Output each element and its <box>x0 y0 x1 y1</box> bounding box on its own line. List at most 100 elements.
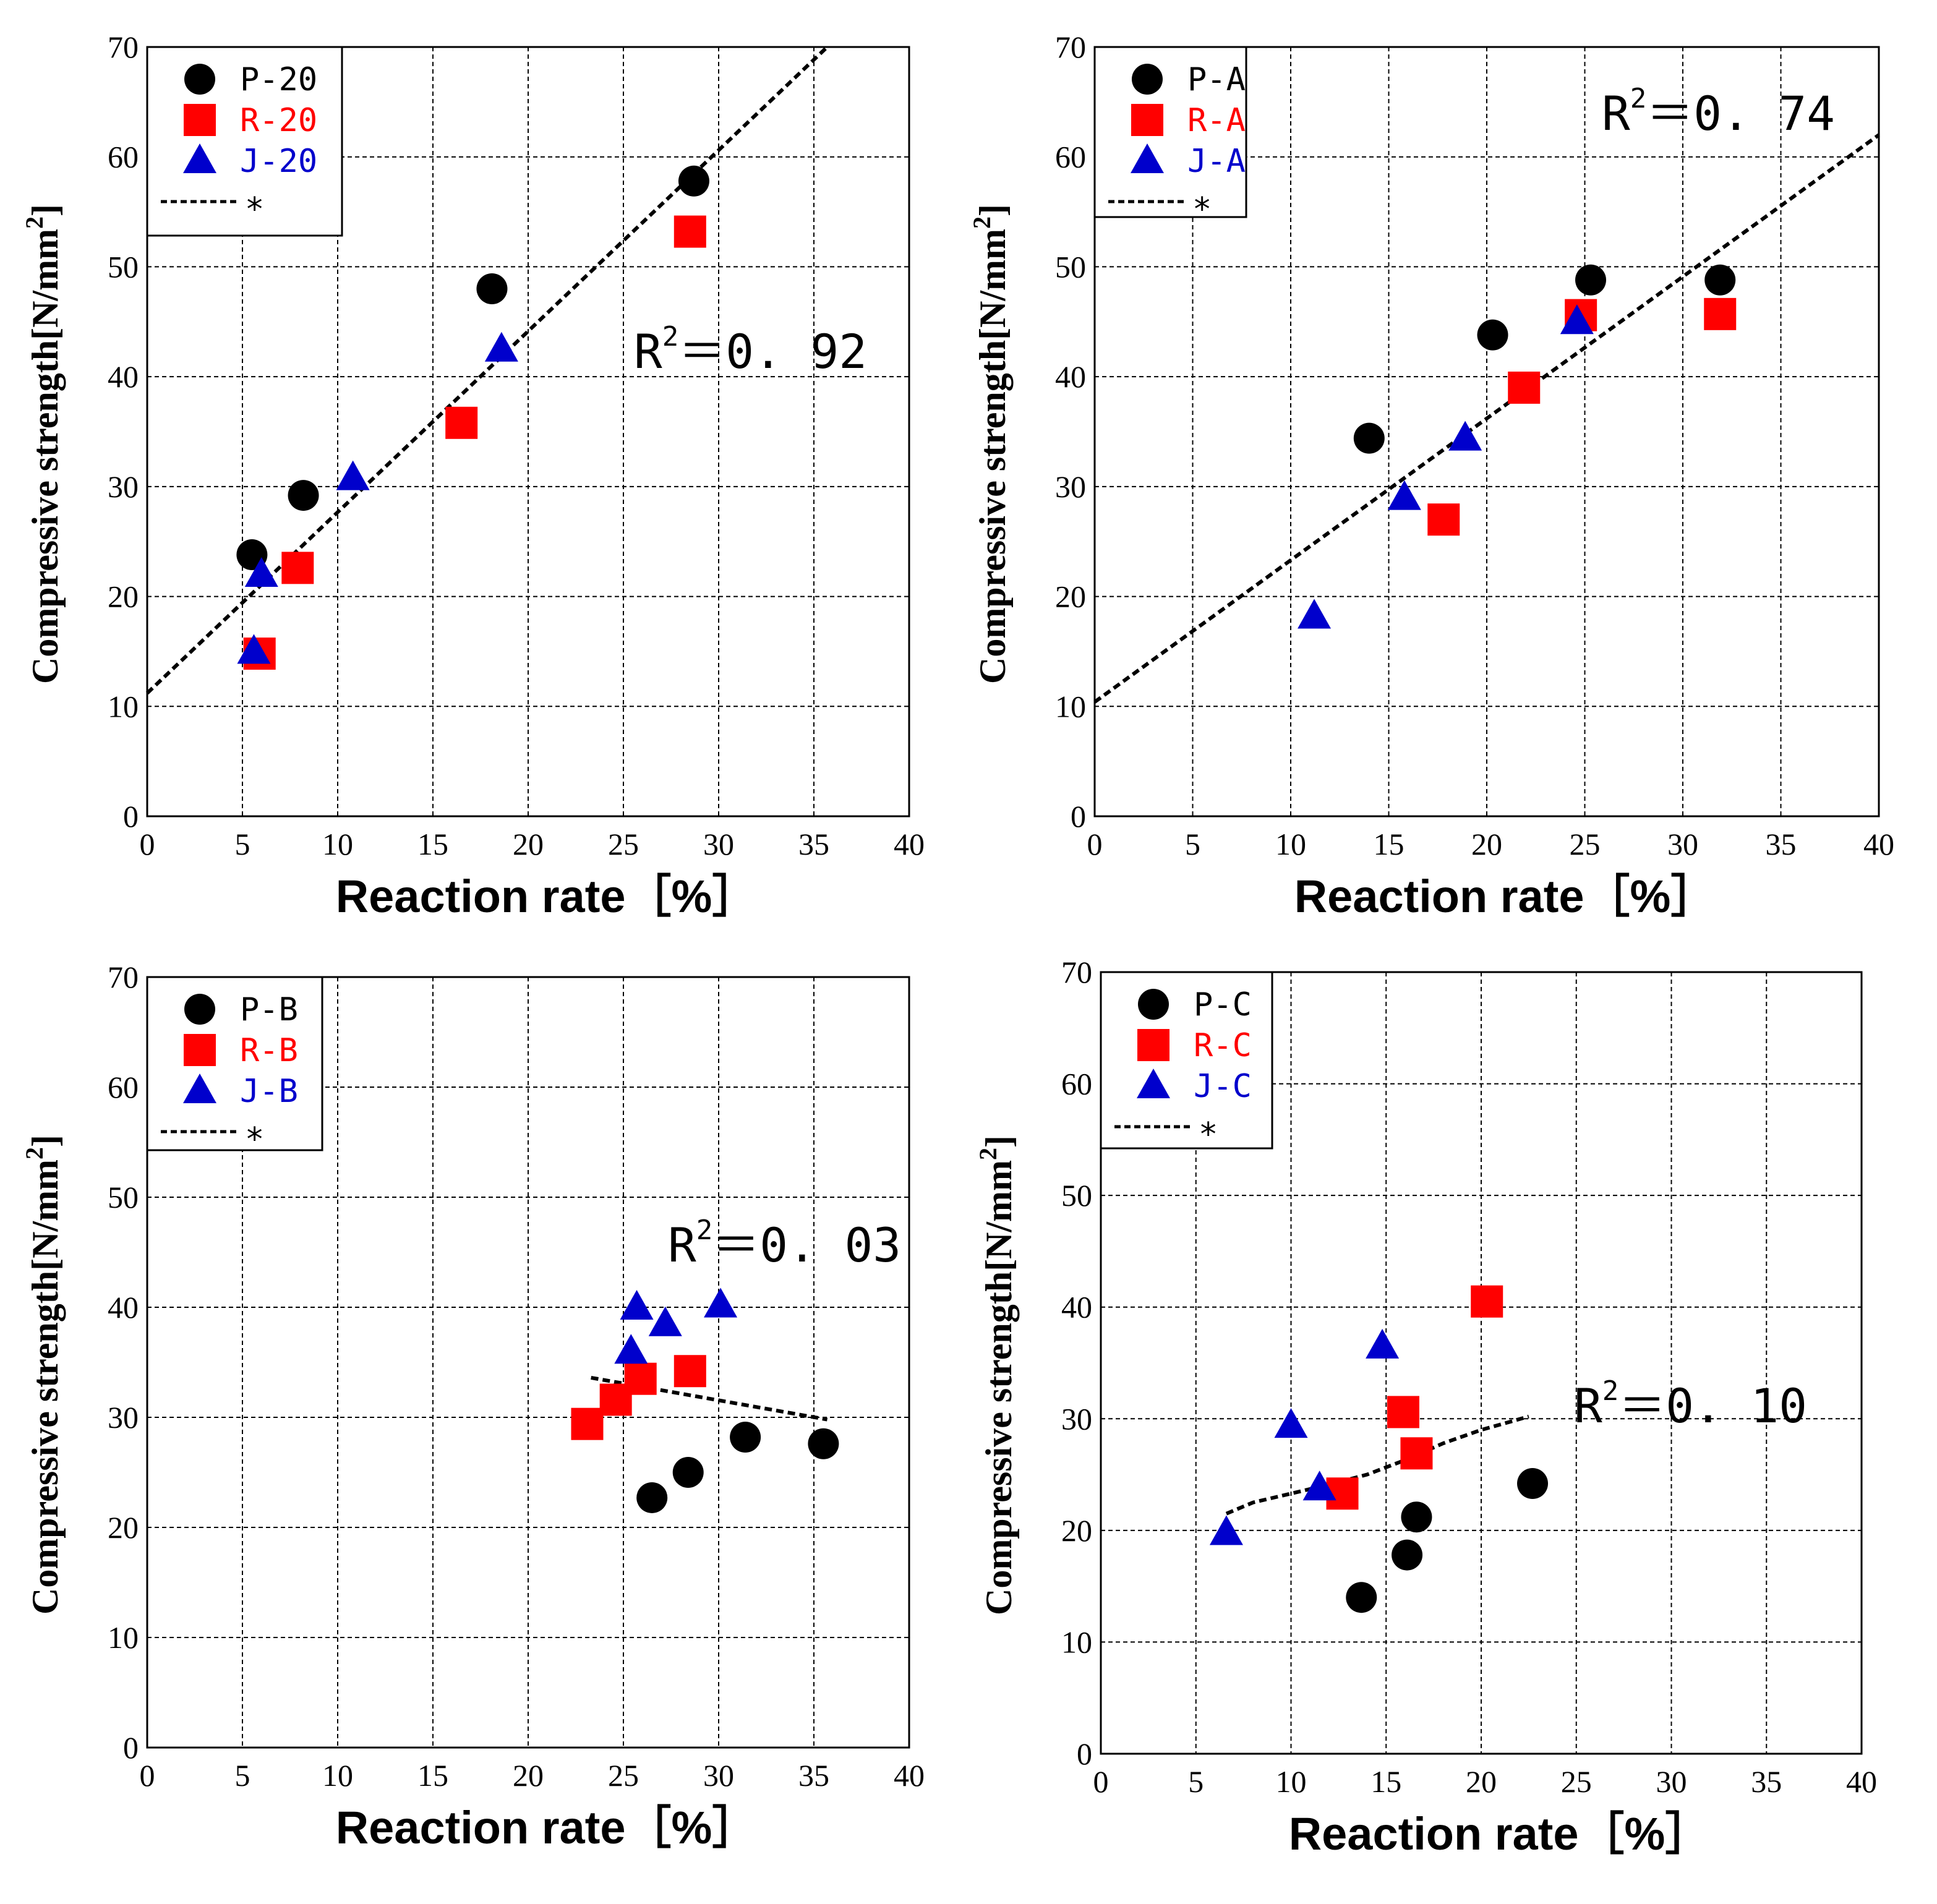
legend-marker-p-b <box>184 994 215 1025</box>
data-point-p-c <box>1346 1582 1377 1613</box>
data-point-p-b <box>672 1457 704 1488</box>
y-axis-title-sup: 2 <box>20 216 48 229</box>
y-axis-title: Compressive strength[N/mm2] <box>20 204 66 684</box>
y-tick-label: 70 <box>1055 30 1086 64</box>
r2-sup: 2 <box>662 321 679 352</box>
y-tick-label: 30 <box>1061 1401 1092 1436</box>
legend-marker-p-a <box>1132 64 1163 95</box>
legend-label-fit: * <box>245 1121 264 1158</box>
r2-sup: 2 <box>696 1215 713 1246</box>
legend-label-r-c: R-C <box>1194 1027 1252 1064</box>
r2-annotation: R2＝0. 10 <box>1574 1375 1807 1433</box>
chart-panel-2: 0 5 10 15 20 25 30 35 40 0 10 20 30 40 50 60 70 Reaction … <box>968 30 1894 922</box>
legend-label-fit: * <box>1199 1116 1218 1153</box>
y-axis-title-close: ] <box>972 204 1013 216</box>
x-tick-label: 5 <box>235 827 250 861</box>
x-tick-label: 5 <box>235 1758 250 1793</box>
fit-line <box>1093 133 1880 704</box>
data-point-r-c <box>1400 1437 1433 1470</box>
legend-label-p-b: P-B <box>240 991 298 1028</box>
x-tick-label: 40 <box>894 827 925 861</box>
data-point-j-20 <box>336 460 370 490</box>
y-tick-label: 50 <box>1055 249 1086 284</box>
y-tick-label: 50 <box>108 249 139 284</box>
legend-marker-j-c <box>1137 1069 1170 1098</box>
legend-label-r-b: R-B <box>240 1032 298 1069</box>
r2-value: ＝0. 92 <box>678 324 867 379</box>
data-point-p-a <box>1575 264 1607 296</box>
data-point-j-c <box>1209 1515 1243 1545</box>
legend-label-j-a: J-A <box>1187 143 1246 180</box>
legend-label-r-a: R-A <box>1187 102 1246 139</box>
x-tick-label: 30 <box>703 827 734 861</box>
x-tick-label: 30 <box>1667 827 1698 861</box>
r2-sup: 2 <box>1602 1375 1619 1407</box>
x-tick-label: 25 <box>1570 827 1601 861</box>
x-tick-label: 10 <box>1275 827 1306 861</box>
data-point-j-20 <box>237 634 271 664</box>
data-point-p-b <box>808 1428 839 1459</box>
data-point-r-b <box>624 1362 657 1395</box>
r2-value: ＝0. 10 <box>1618 1378 1807 1433</box>
y-tick-label: 60 <box>108 1070 139 1104</box>
data-point-r-20 <box>673 215 706 248</box>
r2-annotation: R2＝0. 74 <box>1602 83 1835 141</box>
fit-line <box>1225 1414 1529 1516</box>
x-axis-title: Reaction rate［%］ <box>1289 1808 1711 1859</box>
y-tick-label: 0 <box>1071 799 1086 834</box>
x-tick-label: 40 <box>1846 1764 1877 1799</box>
y-tick-label: 10 <box>108 689 139 724</box>
x-tick-label: 35 <box>798 1758 829 1793</box>
r2-label: R <box>634 324 662 379</box>
x-tick-label: 10 <box>322 1758 353 1793</box>
legend-marker-p-c <box>1138 989 1169 1020</box>
r2-label: R <box>1602 86 1630 141</box>
y-axis-title-close: ] <box>25 204 66 216</box>
x-tick-label: 15 <box>1370 1764 1401 1799</box>
r2-value: ＝0. 03 <box>712 1218 901 1273</box>
x-tick-label: 15 <box>417 827 448 861</box>
x-tick-label: 5 <box>1185 827 1200 861</box>
data-point-j-20 <box>244 557 278 587</box>
y-tick-label: 40 <box>108 1290 139 1325</box>
legend-marker-p-20 <box>184 64 215 95</box>
data-point-r-b <box>571 1407 604 1440</box>
x-tick-label: 20 <box>1471 827 1502 861</box>
x-tick-label: 20 <box>1466 1764 1497 1799</box>
data-point-j-b <box>614 1334 648 1364</box>
legend-label-p-a: P-A <box>1187 61 1246 98</box>
x-tick-label: 0 <box>140 1758 155 1793</box>
x-axis-title: Reaction rate［%］ <box>336 1802 758 1853</box>
x-tick-label: 25 <box>1561 1764 1592 1799</box>
x-tick-label: 5 <box>1188 1764 1204 1799</box>
y-axis-title-main: Compressive strength[N/mm <box>978 1160 1019 1615</box>
chart-panel-1: 0 5 10 15 20 25 30 35 40 0 10 20 30 40 50 60 70 Reaction … <box>20 30 925 922</box>
data-point-p-20 <box>288 480 319 511</box>
legend-marker-r-a <box>1131 104 1163 136</box>
data-point-r-c <box>1471 1285 1503 1318</box>
x-tick-label: 25 <box>608 827 639 861</box>
x-tick-label: 0 <box>140 827 155 861</box>
x-tick-label: 10 <box>1276 1764 1307 1799</box>
y-tick-label: 40 <box>108 359 139 394</box>
y-tick-label: 40 <box>1061 1290 1092 1325</box>
x-tick-label: 30 <box>1656 1764 1687 1799</box>
y-axis-title-sup: 2 <box>20 1147 48 1159</box>
legend-box <box>146 976 323 1151</box>
y-tick-label: 30 <box>1055 469 1086 504</box>
y-tick-label: 0 <box>123 799 139 834</box>
y-tick-label: 70 <box>108 30 139 64</box>
y-axis-title-close: ] <box>25 1135 66 1147</box>
y-tick-label: 0 <box>1077 1736 1092 1771</box>
data-point-p-b <box>636 1482 668 1513</box>
data-point-p-c <box>1401 1501 1432 1533</box>
data-point-p-20 <box>678 165 709 197</box>
y-axis-title: Compressive strength[N/mm2] <box>20 1135 66 1615</box>
y-tick-label: 20 <box>108 1510 139 1545</box>
legend-label-j-c: J-C <box>1194 1068 1252 1105</box>
x-tick-label: 15 <box>417 1758 448 1793</box>
y-axis-title: Compressive strength[N/mm2] <box>974 1135 1019 1615</box>
y-tick-label: 40 <box>1055 359 1086 394</box>
legend-label-p-20: P-20 <box>240 61 317 98</box>
